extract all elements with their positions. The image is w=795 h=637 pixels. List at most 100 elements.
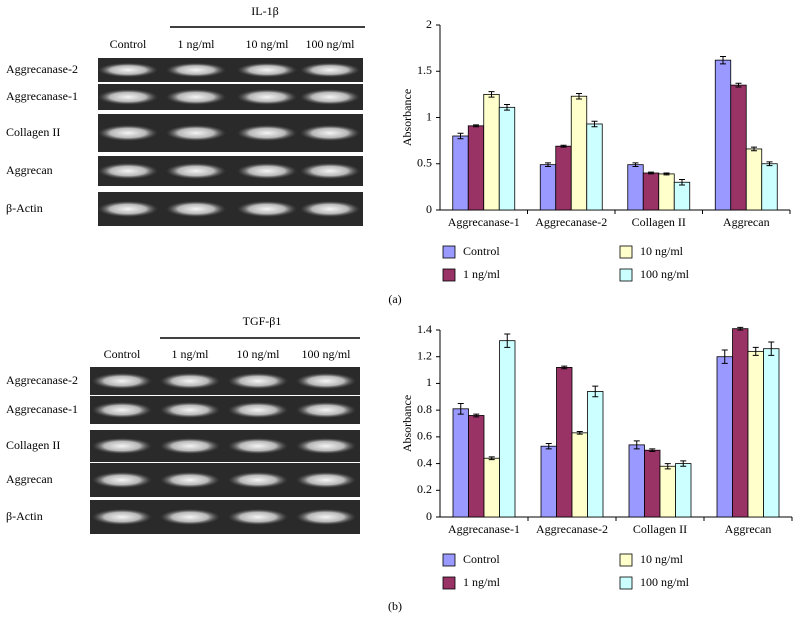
- blot-band: [160, 402, 220, 418]
- blot-band: [98, 163, 158, 179]
- bar: [714, 59, 732, 211]
- blot-band: [92, 373, 152, 389]
- blot-band: [166, 201, 226, 217]
- y-tick-label: 1: [426, 109, 432, 123]
- blot-band: [98, 62, 158, 78]
- error-bar: [473, 124, 479, 128]
- error-bar: [561, 365, 568, 370]
- legend-label: Control: [463, 244, 500, 258]
- blot-band: [300, 163, 360, 179]
- legend-label: 100 ng/ml: [640, 575, 690, 589]
- bar: [627, 164, 644, 211]
- blot-band: [300, 62, 360, 78]
- error-bar: [649, 448, 656, 453]
- treatment-label: TGF-β1: [243, 314, 282, 328]
- bar: [452, 408, 469, 518]
- legend-swatch: [442, 245, 456, 259]
- bar: [498, 106, 516, 211]
- bar: [570, 95, 588, 211]
- x-tick-label: Aggrecanase-2: [535, 215, 607, 229]
- error-bar: [679, 178, 685, 186]
- blot-band: [296, 472, 356, 488]
- legend-label: 1 ng/ml: [463, 575, 501, 589]
- blot-band: [160, 438, 220, 454]
- column-label: 1 ng/ml: [171, 347, 209, 361]
- x-tick-label: Aggrecanase-2: [536, 522, 608, 536]
- blot-band: [237, 201, 297, 217]
- bar: [628, 444, 645, 518]
- error-bar: [648, 171, 654, 175]
- legend-label: 10 ng/ml: [640, 244, 684, 258]
- bar: [555, 145, 572, 211]
- blot-band: [296, 509, 356, 525]
- blot-band: [300, 89, 360, 105]
- error-bar: [576, 92, 582, 100]
- error-bar: [737, 326, 744, 331]
- y-tick-label: 1: [426, 375, 432, 389]
- y-tick-label: 1.2: [417, 348, 432, 362]
- column-label: 100 ng/ml: [301, 347, 351, 361]
- bar: [659, 465, 676, 518]
- blot-band: [237, 125, 297, 141]
- row-label: Aggrecan: [6, 163, 53, 177]
- row-label: Collagen II: [6, 438, 60, 452]
- bar: [499, 340, 516, 518]
- error-bar: [504, 104, 510, 111]
- row-label: Collagen II: [6, 125, 60, 139]
- blot-band: [166, 89, 226, 105]
- bar: [467, 125, 485, 211]
- blot-band: [237, 62, 297, 78]
- error-bar: [560, 144, 567, 148]
- blot-band: [98, 201, 158, 217]
- bar: [571, 432, 588, 518]
- blot-band: [92, 472, 152, 488]
- bar: [483, 93, 500, 211]
- legend-swatch: [619, 576, 633, 590]
- blot-band: [296, 373, 356, 389]
- legend-label: 10 ng/ml: [640, 552, 684, 566]
- row-label: Aggrecanase-1: [6, 402, 78, 416]
- column-label: 1 ng/ml: [177, 37, 215, 51]
- error-bar: [768, 341, 775, 356]
- bar: [761, 163, 778, 211]
- column-label: 10 ng/ml: [245, 37, 289, 51]
- y-tick-label: 0: [426, 202, 432, 216]
- error-bar: [633, 440, 640, 450]
- row-label: Aggrecanase-2: [6, 373, 78, 387]
- column-label: Control: [104, 347, 141, 361]
- y-tick-label: 0.2: [417, 482, 432, 496]
- error-bar: [591, 120, 598, 128]
- legend-label: Control: [463, 552, 500, 566]
- y-tick-label: 0.4: [417, 455, 432, 469]
- column-label: Control: [110, 37, 147, 51]
- error-bar: [720, 55, 726, 65]
- row-label: Aggrecan: [6, 472, 53, 486]
- row-label: Aggrecanase-2: [6, 62, 78, 76]
- x-tick-label: Collagen II: [633, 522, 687, 536]
- bar: [642, 172, 660, 211]
- bar: [587, 391, 604, 518]
- bar: [716, 356, 733, 518]
- y-tick-label: 1.5: [417, 63, 432, 77]
- bar: [452, 135, 469, 211]
- x-tick-label: Aggrecan: [723, 215, 770, 229]
- row-label: β-Actin: [6, 509, 43, 523]
- treatment-label: IL-1β: [251, 4, 278, 18]
- x-tick-label: Aggrecanase-1: [448, 215, 520, 229]
- blot-band: [296, 438, 356, 454]
- y-tick-label: 0.8: [417, 402, 432, 416]
- legend-swatch: [619, 268, 633, 282]
- bar: [745, 148, 763, 211]
- error-bar: [752, 346, 759, 356]
- bar: [483, 457, 500, 518]
- blot-band: [166, 125, 226, 141]
- panel-label: (a): [388, 292, 401, 306]
- y-tick-label: 1.4: [417, 322, 432, 336]
- blot-band: [228, 402, 288, 418]
- blot-band: [166, 62, 226, 78]
- bar: [644, 449, 661, 518]
- legend-label: 100 ng/ml: [640, 267, 690, 281]
- bar: [468, 415, 485, 518]
- blot-band: [92, 438, 152, 454]
